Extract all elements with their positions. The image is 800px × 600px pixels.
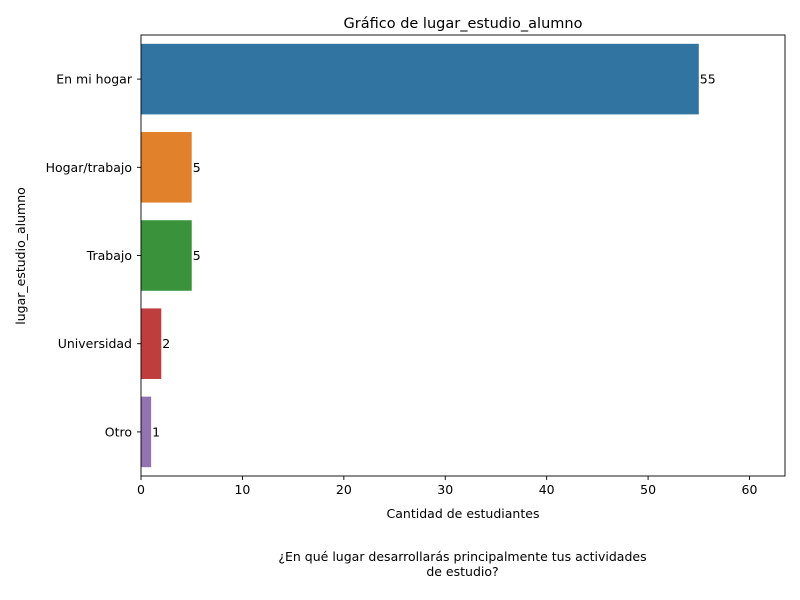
bar-trabajo (141, 220, 192, 291)
caption-line-2: de estudio? (426, 564, 499, 579)
data-label: 2 (162, 336, 170, 351)
bars-group (141, 43, 699, 468)
data-label: 5 (193, 160, 201, 175)
x-axis-ticks: 0 10 20 30 40 50 60 (137, 476, 758, 497)
chart-caption: ¿En qué lugar desarrollarás principalmen… (240, 549, 685, 579)
caption-line-1: ¿En qué lugar desarrollarás principalmen… (278, 549, 647, 564)
plot-frame (140, 34, 786, 477)
data-label: 5 (193, 248, 201, 263)
y-axis-label: lugar_estudio_alumno (13, 187, 28, 325)
x-tick-label: 10 (234, 482, 250, 497)
x-tick-label: 30 (437, 482, 453, 497)
y-tick-label: Hogar/trabajo (46, 160, 132, 175)
x-tick-label: 50 (640, 482, 656, 497)
x-tick-label: 20 (336, 482, 352, 497)
bar-otro (141, 396, 152, 468)
x-tick-label: 60 (742, 482, 758, 497)
chart-title: Gráfico de lugar_estudio_alumno (344, 16, 583, 32)
y-tick-label: En mi hogar (56, 72, 133, 87)
y-tick-label: Universidad (58, 336, 132, 351)
data-label: 55 (700, 72, 716, 87)
data-label: 1 (152, 424, 160, 439)
x-tick-label: 40 (539, 482, 555, 497)
x-tick-label: 0 (137, 482, 145, 497)
category-labels: En mi hogar Hogar/trabajo Trabajo Universid… (46, 72, 141, 439)
y-tick-label: Otro (105, 424, 132, 439)
y-tick-label: Trabajo (86, 248, 132, 263)
bar-universidad (141, 308, 162, 379)
bar-hogar-trabajo (141, 132, 192, 203)
bar-en-mi-hogar (141, 43, 699, 115)
x-axis-label: Cantidad de estudiantes (387, 506, 540, 521)
